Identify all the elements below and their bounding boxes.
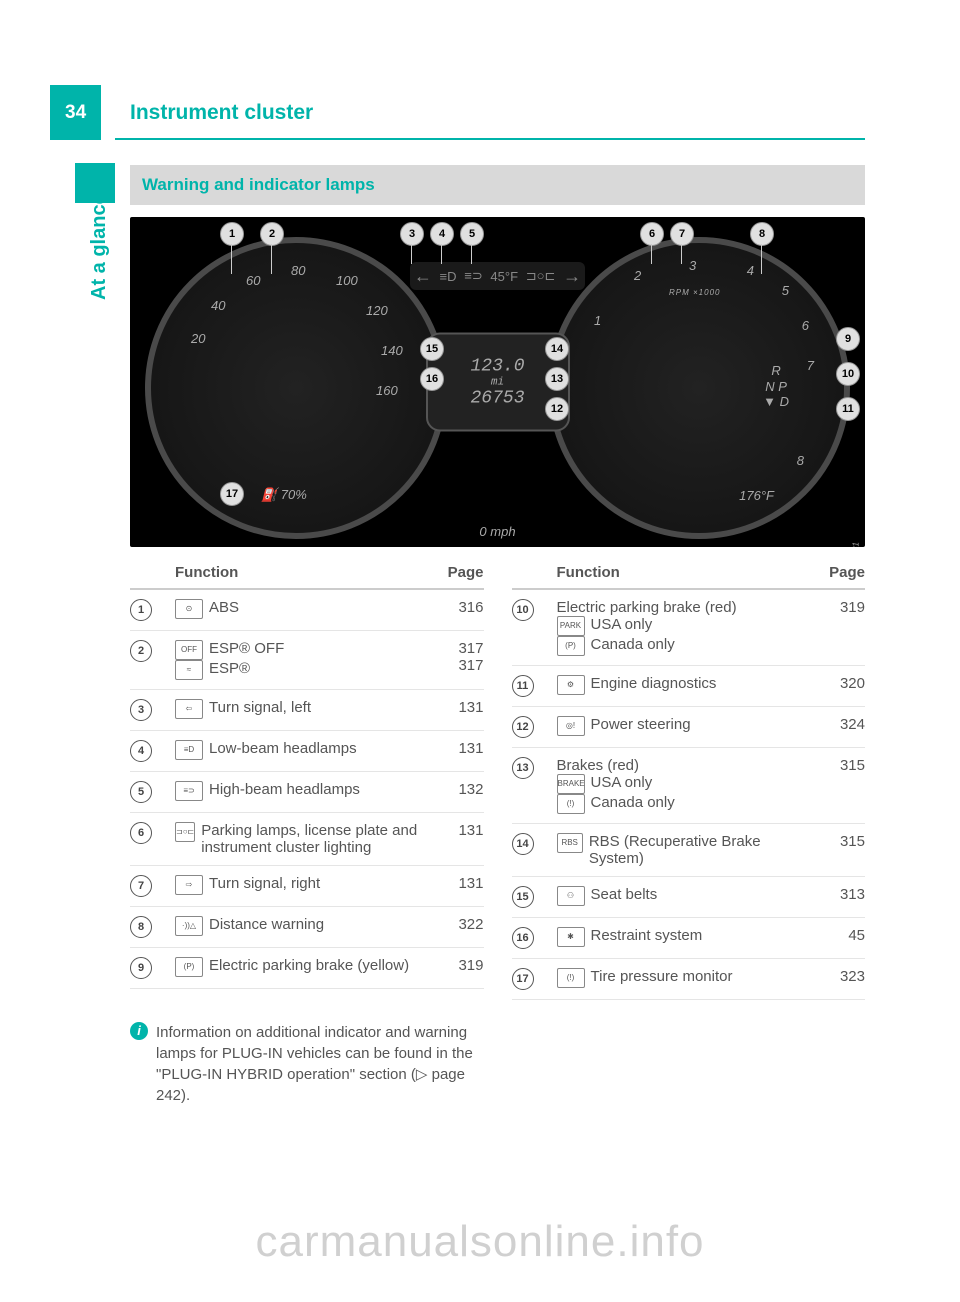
callout-2: 2 [260,222,284,246]
table-row: 7⇨Turn signal, right131 [130,866,484,907]
table-row: 13Brakes (red)BRAKEUSA only(!)Canada onl… [512,748,866,824]
indicator-icon: ⊐○⊏ [175,822,195,842]
top-indicator-strip: ← ≡D≡⊃ 45°F ⊐○⊏ → [410,262,585,290]
section-vertical-label: At a glance [88,193,111,300]
callout-8: 8 [750,222,774,246]
indicator-icon: RBS [557,833,583,853]
content-area: Warning and indicator lamps 20 40 60 80 … [130,165,865,1106]
manual-page: 34 Instrument cluster At a glance Warnin… [0,0,960,1302]
table-row: 4≡DLow-beam headlamps131 [130,731,484,772]
callout-10: 10 [836,362,860,386]
tachometer-gauge: RPM ×1000 R N P ▼ D 176°F 1 2 3 4 5 6 7 … [548,237,850,539]
indicator-icon: (!) [557,968,585,988]
page-number: 34 [50,85,101,140]
indicator-icon: ⚇ [557,886,585,906]
table-header: Function Page [130,557,484,590]
indicator-icon: ⊙ [175,599,203,619]
title-rule [115,138,865,140]
callout-3: 3 [400,222,424,246]
instrument-cluster-image: 20 40 60 80 100 120 140 160 ⛽ 70% RPM ×1… [130,217,865,547]
legend-table-right: Function Page 10Electric parking brake (… [512,557,866,1000]
table-row: 6⊐○⊏Parking lamps, license plate and ins… [130,813,484,866]
indicator-icon: OFF [175,640,203,660]
callout-5: 5 [460,222,484,246]
indicator-icon: (!) [557,794,585,814]
info-icon: i [130,1022,148,1040]
indicator-icon: ≡⊃ [175,781,203,801]
indicator-icon: BRAKE [557,774,585,794]
legend-tables: Function Page 1⊙ABS3162OFFESP® OFF≈ESP®3… [130,557,865,1000]
table-row: 10Electric parking brake (red)PARKUSA on… [512,590,866,666]
indicator-icon: ⇦ [175,699,203,719]
indicator-icon: ◎! [557,716,585,736]
callout-4: 4 [430,222,454,246]
indicator-icon: ·))△ [175,916,203,936]
chapter-title: Instrument cluster [130,85,313,140]
callout-14: 14 [545,337,569,361]
callout-9: 9 [836,327,860,351]
indicator-icon: ⇨ [175,875,203,895]
table-row: 16✱Restraint system45 [512,918,866,959]
callout-12: 12 [545,397,569,421]
info-note: i Information on additional indicator an… [130,1022,483,1106]
table-row: 8·))△Distance warning322 [130,907,484,948]
callout-13: 13 [545,367,569,391]
callout-6: 6 [640,222,664,246]
table-header: Function Page [512,557,866,590]
table-row: 15⚇Seat belts313 [512,877,866,918]
legend-table-left: Function Page 1⊙ABS3162OFFESP® OFF≈ESP®3… [130,557,484,1000]
indicator-icon: (P) [557,636,585,656]
speedometer-gauge: 20 40 60 80 100 120 140 160 ⛽ 70% [145,237,447,539]
indicator-icon: ⚙ [557,675,585,695]
table-row: 1⊙ABS316 [130,590,484,631]
indicator-icon: (P) [175,957,203,977]
callout-16: 16 [420,367,444,391]
indicator-icon: ≡D [175,740,203,760]
indicator-icon: ≈ [175,660,203,680]
callout-17: 17 [220,482,244,506]
table-row: 9(P)Electric parking brake (yellow)319 [130,948,484,989]
callout-1: 1 [220,222,244,246]
callout-15: 15 [420,337,444,361]
table-row: 12◎!Power steering324 [512,707,866,748]
table-row: 11⚙Engine diagnostics320 [512,666,866,707]
indicator-icon: PARK [557,616,585,636]
table-row: 14RBSRBS (Recuperative Brake System)315 [512,824,866,877]
callout-7: 7 [670,222,694,246]
table-row: 17(!)Tire pressure monitor323 [512,959,866,1000]
table-row: 3⇦Turn signal, left131 [130,690,484,731]
table-row: 2OFFESP® OFF≈ESP®317317 [130,631,484,690]
watermark: carmanualsonline.info [255,1217,704,1267]
section-header: Warning and indicator lamps [130,165,865,205]
info-text: Information on additional indicator and … [156,1022,483,1106]
table-row: 5≡⊃High-beam headlamps132 [130,772,484,813]
callout-11: 11 [836,397,860,421]
indicator-icon: ✱ [557,927,585,947]
